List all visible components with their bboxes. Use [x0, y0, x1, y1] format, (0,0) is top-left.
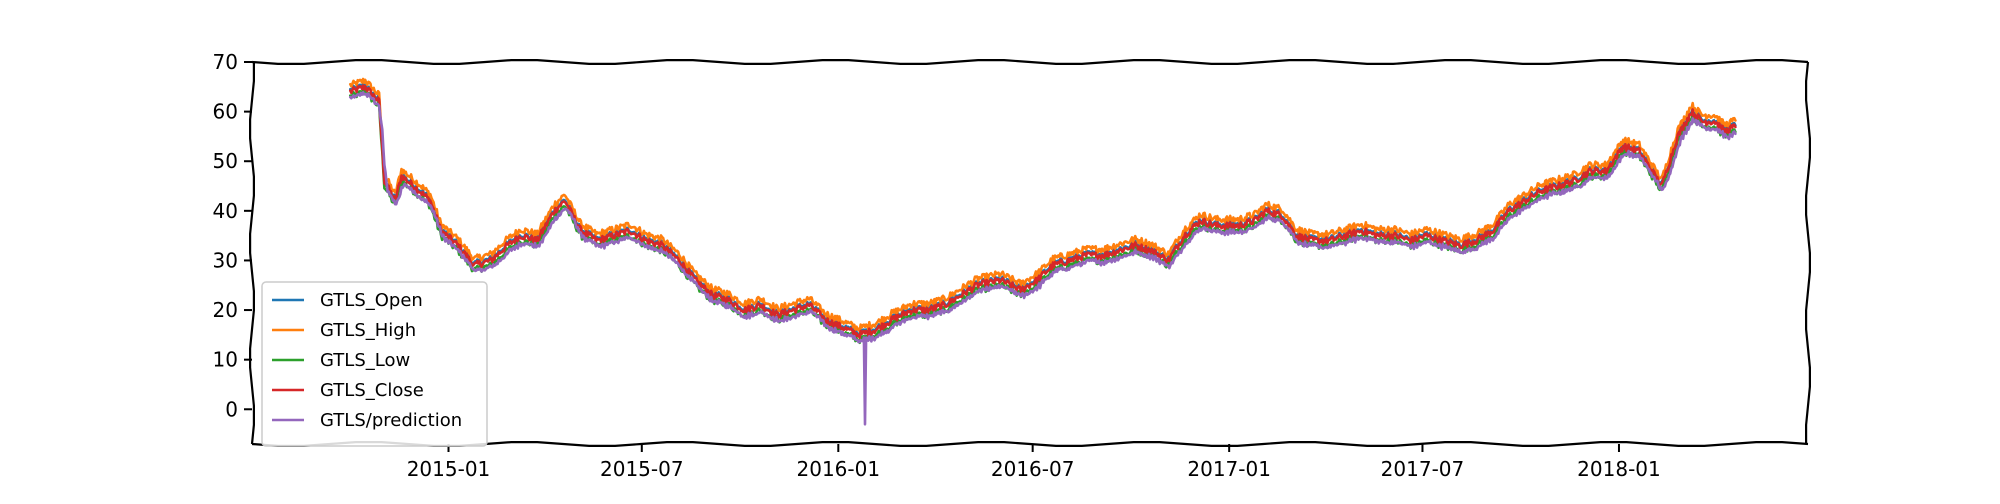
legend: GTLS_Open GTLS_High GTLS_Low GTLS_Close GTLS…: [261, 281, 488, 447]
series-line-3: [349, 84, 1737, 340]
y-axis: 0 10 20 30 40 50 60 70: [213, 50, 252, 421]
x-axis: 2015-01 2015-07 2016-01 2016-07 2017-01 2017-…: [407, 444, 1661, 481]
x-tick-label: 2018-01: [1577, 457, 1661, 481]
series-lines: [349, 77, 1737, 426]
x-tick-label: 2016-01: [797, 457, 881, 481]
plot-border: [249, 59, 1811, 447]
plot-frame: [249, 59, 1811, 447]
y-tick-label: 10: [213, 348, 238, 372]
x-tick-label: 2015-01: [407, 457, 491, 481]
y-tick-label: 20: [213, 298, 238, 322]
x-tick-label: 2016-07: [991, 457, 1075, 481]
series-line-1: [349, 77, 1737, 333]
legend-label: GTLS/prediction: [320, 410, 462, 431]
legend-label: GTLS_Low: [320, 350, 410, 371]
legend-label: GTLS_High: [320, 320, 416, 341]
x-tick-label: 2015-07: [600, 457, 684, 481]
y-tick-label: 50: [213, 149, 238, 173]
y-tick-label: 0: [225, 397, 238, 421]
legend-box: [261, 281, 488, 447]
x-tick-label: 2017-01: [1187, 457, 1271, 481]
x-tick-label: 2017-07: [1381, 457, 1465, 481]
y-tick-label: 60: [213, 100, 238, 124]
y-tick-label: 30: [213, 248, 238, 272]
legend-label: GTLS_Close: [320, 380, 424, 401]
y-tick-label: 70: [213, 50, 238, 74]
legend-label: GTLS_Open: [320, 290, 423, 311]
y-tick-label: 40: [213, 199, 238, 223]
series-line-4: [349, 91, 1737, 426]
